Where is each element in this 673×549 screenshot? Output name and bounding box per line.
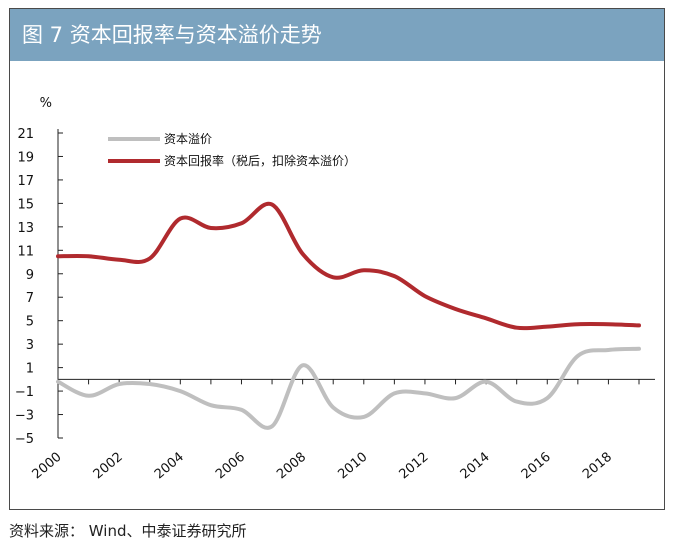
y-tick-label: 9: [26, 268, 34, 283]
y-axis-unit-label: %: [40, 96, 52, 111]
x-tick-label: 2004: [152, 450, 187, 483]
x-tick-label: 2012: [397, 450, 432, 483]
y-tick-label: 17: [17, 174, 34, 189]
x-tick-label: 2014: [458, 450, 493, 483]
chart-title: 图 7 资本回报率与资本溢价走势: [10, 9, 664, 61]
y-tick-label: 19: [17, 150, 34, 165]
y-tick-label: −5: [15, 432, 34, 447]
y-tick-label: 3: [26, 338, 34, 353]
y-tick-label: 7: [26, 291, 34, 306]
x-tick-label: 2016: [519, 450, 554, 483]
y-tick-label: −1: [15, 385, 34, 400]
x-tick-label: 2018: [580, 450, 615, 483]
x-tick-label: 2010: [335, 450, 370, 483]
x-tick-label: 2008: [274, 450, 309, 483]
x-tick-label: 2002: [91, 450, 126, 483]
y-tick-label: 21: [17, 127, 34, 142]
x-tick-label: 2006: [213, 450, 248, 483]
y-tick-label: 1: [26, 362, 34, 377]
y-tick-label: 5: [26, 315, 34, 330]
y-tick-label: 15: [17, 197, 34, 212]
x-tick-label: 2000: [30, 450, 65, 483]
y-tick-label: −3: [15, 409, 34, 424]
series-line-capital-return: [56, 201, 641, 331]
series-line-capital-premium: [56, 346, 641, 430]
legend-label: 资本回报率（税后，扣除资本溢价）: [164, 153, 356, 168]
legend-label: 资本溢价: [164, 132, 212, 146]
y-tick-label: 13: [17, 221, 34, 236]
y-tick-label: 11: [17, 244, 34, 259]
source-note: 资料来源： Wind、中泰证券研究所: [9, 522, 247, 540]
